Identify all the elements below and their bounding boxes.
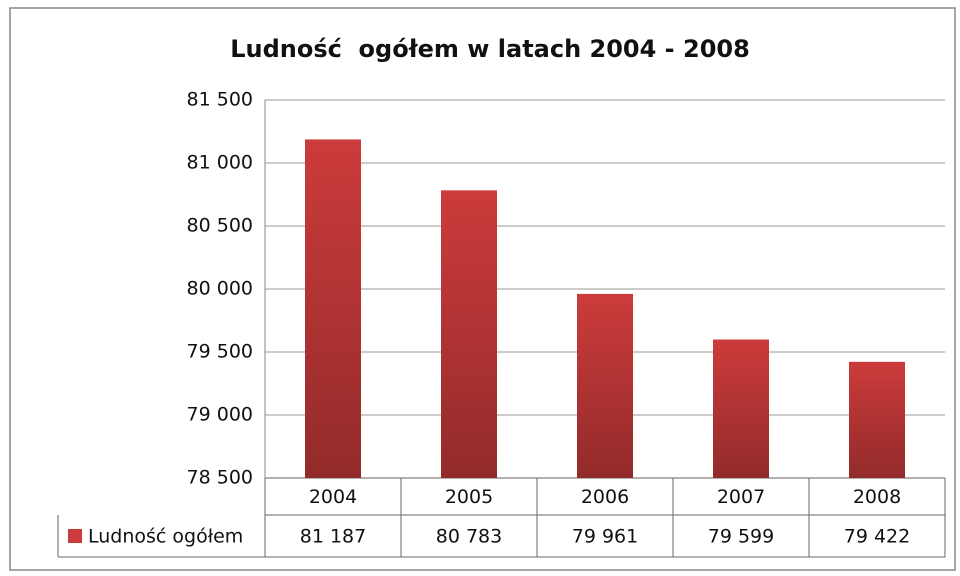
value-label: 81 187 [300,526,366,548]
value-label: 79 599 [708,526,774,548]
x-tick-label: 2007 [717,486,765,508]
bar-shade [849,361,905,478]
x-tick-label: 2008 [853,486,901,508]
y-tick-label: 81 000 [187,152,253,174]
y-tick-label: 79 000 [187,404,253,426]
x-tick-label: 2006 [581,486,629,508]
value-label: 79 961 [572,526,638,548]
bar-shade [713,339,769,478]
y-tick-label: 79 500 [187,341,253,363]
bar-shade [305,139,361,479]
y-tick-label: 80 500 [187,215,253,237]
legend-label: Ludność ogółem [88,526,243,548]
value-label: 80 783 [436,526,502,548]
y-tick-label: 78 500 [187,467,253,489]
bar-shade [577,293,633,478]
bar-shade [441,190,497,479]
x-tick-label: 2004 [309,486,357,508]
value-label: 79 422 [844,526,910,548]
y-tick-label: 80 000 [187,278,253,300]
chart-title: Ludność ogółem w latach 2004 - 2008 [230,35,750,63]
y-tick-label: 81 500 [187,89,253,111]
x-tick-label: 2005 [445,486,493,508]
legend-key [68,529,82,543]
